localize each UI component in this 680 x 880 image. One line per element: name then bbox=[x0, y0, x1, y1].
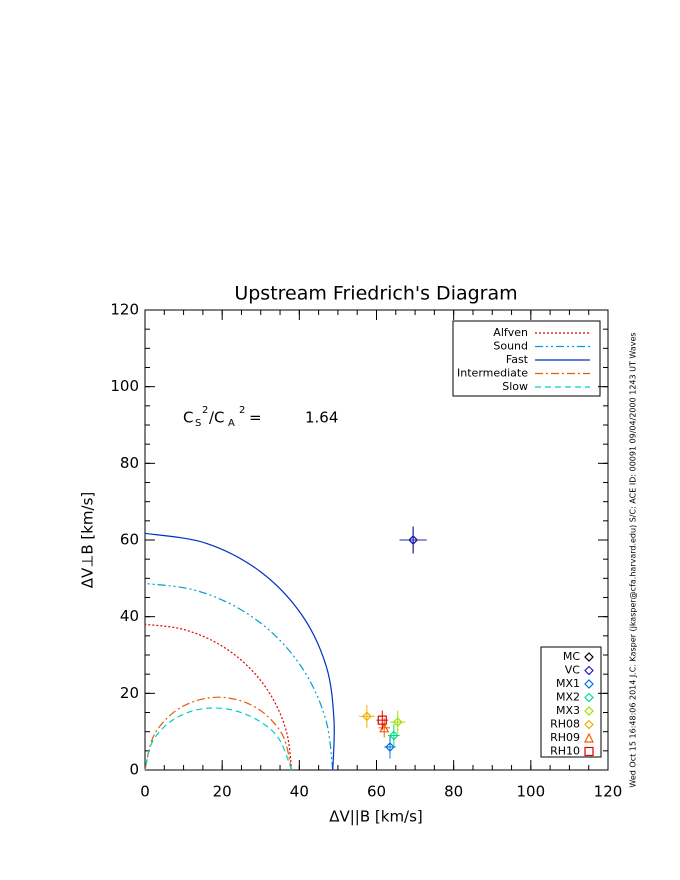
annotation-part: C bbox=[183, 409, 193, 427]
curve bbox=[144, 707, 293, 771]
legend-label: VC bbox=[565, 664, 581, 677]
x-tick-label: 100 bbox=[517, 783, 546, 801]
annotation-part: 2 bbox=[239, 405, 245, 416]
legend-marker bbox=[584, 665, 594, 676]
legend-marker bbox=[584, 719, 594, 730]
chart-title: Upstream Friedrich's Diagram bbox=[234, 283, 517, 305]
annotation-part: 2 bbox=[202, 405, 208, 416]
curve bbox=[144, 532, 335, 771]
legend-label: MX2 bbox=[556, 691, 580, 704]
point-marker bbox=[392, 717, 403, 727]
legend-label: MC bbox=[563, 650, 580, 663]
legend-label: RH10 bbox=[550, 745, 580, 758]
legend-label: Slow bbox=[502, 380, 528, 393]
y-tick-label: 20 bbox=[120, 684, 139, 702]
y-tick-label: 80 bbox=[120, 454, 139, 472]
point-marker bbox=[389, 730, 399, 741]
point-marker bbox=[362, 711, 372, 722]
annotation-part: S bbox=[195, 418, 201, 429]
x-tick-label: 20 bbox=[213, 783, 232, 801]
x-tick-label: 0 bbox=[140, 783, 150, 801]
y-tick-label: 60 bbox=[120, 531, 139, 549]
point-marker bbox=[385, 742, 395, 752]
x-tick-label: 80 bbox=[444, 783, 463, 801]
legend-label: Fast bbox=[506, 353, 529, 366]
curve bbox=[144, 582, 334, 771]
legend-label: MX3 bbox=[556, 704, 580, 717]
legend-label: RH08 bbox=[550, 718, 580, 731]
x-tick-label: 120 bbox=[594, 783, 623, 801]
annotation-part: A bbox=[228, 418, 235, 429]
legend-marker bbox=[584, 732, 594, 743]
legend-marker bbox=[584, 679, 594, 689]
y-axis-label: ΔV⊥B [km/s] bbox=[79, 492, 97, 589]
annotation-value: 1.64 bbox=[305, 409, 338, 427]
y-tick-label: 0 bbox=[129, 761, 139, 779]
legend-label: MX1 bbox=[556, 677, 580, 690]
legend-label: Sound bbox=[493, 340, 528, 353]
y-tick-label: 100 bbox=[110, 377, 139, 395]
point-marker bbox=[377, 715, 387, 725]
x-axis-label: ΔV||B [km/s] bbox=[329, 808, 423, 826]
curve bbox=[144, 696, 293, 771]
legend-label: Alfven bbox=[493, 326, 528, 339]
annotation-part: /C bbox=[209, 409, 225, 427]
legend-marker bbox=[584, 692, 594, 703]
legend-marker bbox=[584, 706, 594, 716]
legend-label: RH09 bbox=[550, 731, 580, 744]
legend-marker bbox=[584, 746, 594, 757]
footer: Wed Oct 15 16:48:06 2014 J.C. Kasper (jk… bbox=[629, 332, 638, 787]
legend-label: Intermediate bbox=[457, 367, 528, 380]
point-marker bbox=[408, 535, 419, 545]
legend-marker bbox=[584, 652, 594, 662]
x-tick-label: 60 bbox=[367, 783, 386, 801]
annotation-part: = bbox=[249, 409, 262, 427]
y-tick-label: 120 bbox=[110, 301, 139, 319]
y-tick-label: 40 bbox=[120, 607, 139, 625]
x-tick-label: 40 bbox=[290, 783, 309, 801]
